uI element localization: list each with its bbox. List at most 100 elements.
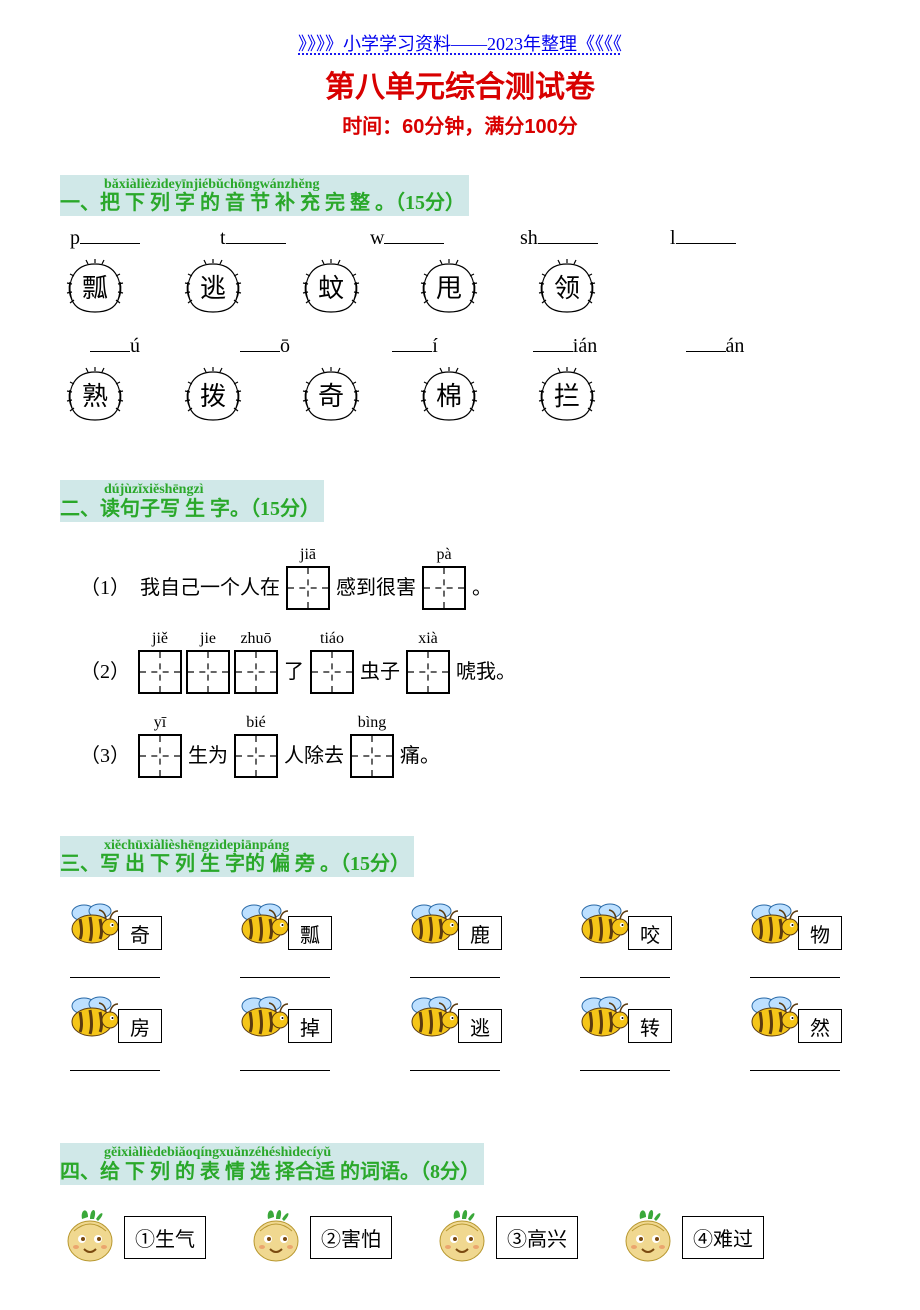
- tianzige-box[interactable]: [234, 650, 278, 694]
- q2-points: （15分）: [250, 498, 320, 520]
- onion-item: ④难过: [618, 1205, 764, 1270]
- blank-line[interactable]: [410, 1055, 500, 1071]
- q1-suffix-cell: ián: [520, 334, 610, 358]
- char-box: 奇: [118, 916, 162, 950]
- q2-sentence: （3）yī生为bié人除去bìng痛。: [80, 714, 860, 778]
- q1-hanzi-text: 一、把 下 列 字 的 音 节 补 充 完 整 。: [60, 192, 395, 214]
- tianzige-box[interactable]: [310, 650, 354, 694]
- tianzige-box[interactable]: [286, 566, 330, 610]
- bee-icon: [740, 990, 802, 1047]
- blank-line[interactable]: [384, 226, 444, 244]
- char-box: 掉: [288, 1009, 332, 1043]
- tianzige-box[interactable]: [350, 734, 394, 778]
- q2-text: 人除去: [284, 739, 344, 778]
- word-box: ③高兴: [496, 1216, 578, 1259]
- q2-hanzi-text: 二、读句子写 生 字。: [60, 498, 250, 520]
- q4-heading: gěixiàlièdebiǎoqíngxuǎnzéhéshìdecíyǔ 四、给…: [60, 1143, 484, 1184]
- onion-icon: [432, 1205, 492, 1270]
- q2-pinyin: dújùzǐxiěshēngzì: [60, 482, 320, 497]
- q1-prefix-cell: w: [370, 226, 460, 250]
- bee-icon: [60, 990, 122, 1047]
- char-box: 逃: [458, 1009, 502, 1043]
- blank-line[interactable]: [580, 962, 670, 978]
- wreath-char: 逃: [178, 256, 248, 316]
- onion-item: ①生气: [60, 1205, 206, 1270]
- q1-row2-chars: 熟 拨 奇 棉: [60, 364, 860, 424]
- q3-pinyin: xiěchūxiàlièshēngzìdepiānpáng: [60, 838, 410, 853]
- char-box: 房: [118, 1009, 162, 1043]
- q2-text: 生为: [188, 739, 228, 778]
- wreath-char: 棉: [414, 364, 484, 424]
- blank-line[interactable]: [410, 962, 500, 978]
- blank-line[interactable]: [80, 226, 140, 244]
- pinyin-label: tiáo: [320, 630, 344, 650]
- bee-item: 咬: [570, 897, 690, 978]
- q2-heading: dújùzǐxiěshēngzì 二、读句子写 生 字。（15分）: [60, 480, 324, 521]
- q2-text: 虫子: [360, 655, 400, 694]
- blank-line[interactable]: [226, 226, 286, 244]
- q3-heading: xiěchūxiàlièshēngzìdepiānpáng 三、写 出 下 列 …: [60, 836, 414, 877]
- tianzige-box[interactable]: [186, 650, 230, 694]
- q2-hanzi: 二、读句子写 生 字。（15分）: [60, 498, 320, 520]
- blank-line[interactable]: [750, 962, 840, 978]
- q3-hanzi-text: 三、写 出 下 列 生 字的 偏 旁 。: [60, 853, 340, 875]
- q4-row: ①生气 ②害怕 ③高兴: [60, 1205, 860, 1270]
- word-box: ④难过: [682, 1216, 764, 1259]
- wreath-char: 甩: [414, 256, 484, 316]
- wreath-char: 拦: [532, 364, 602, 424]
- tianzige-box[interactable]: [138, 650, 182, 694]
- bee-item: 转: [570, 990, 690, 1071]
- tianzige-wrap: bié: [234, 714, 278, 778]
- tianzige-box[interactable]: [234, 734, 278, 778]
- q2-text: 了: [284, 655, 304, 694]
- q1-prefix-cell: t: [220, 226, 310, 250]
- bee-item: 奇: [60, 897, 180, 978]
- page-subtitle: 时间：60分钟，满分100分: [60, 110, 860, 139]
- q1-heading: bǎxiàlièzìdeyīnjiébǔchōngwánzhěng 一、把 下 …: [60, 175, 469, 216]
- char-box: 物: [798, 916, 842, 950]
- blank-line[interactable]: [90, 334, 130, 352]
- wreath-char: 蚊: [296, 256, 366, 316]
- bee-icon: [570, 990, 632, 1047]
- tianzige-wrap: zhuō: [234, 630, 278, 694]
- bee-item: 房: [60, 990, 180, 1071]
- tianzige-box[interactable]: [422, 566, 466, 610]
- blank-line[interactable]: [240, 334, 280, 352]
- blank-line[interactable]: [686, 334, 726, 352]
- q3-hanzi: 三、写 出 下 列 生 字的 偏 旁 。（15分）: [60, 853, 410, 875]
- wreath-char: 瓢: [60, 256, 130, 316]
- tianzige-wrap: jiā: [286, 546, 330, 610]
- q1-row1-chars: 瓢 逃 蚊 甩: [60, 256, 860, 316]
- blank-line[interactable]: [750, 1055, 840, 1071]
- q3-row2: 房 掉 逃: [60, 990, 860, 1071]
- q1-prefix-cell: p: [70, 226, 160, 250]
- bee-item: 然: [740, 990, 860, 1071]
- tianzige-wrap: xià: [406, 630, 450, 694]
- bee-item: 鹿: [400, 897, 520, 978]
- char-box: 转: [628, 1009, 672, 1043]
- q3-points: （15分）: [340, 853, 410, 875]
- q1-points: （15分）: [395, 192, 465, 214]
- q4-hanzi-text: 四、给 下 列 的 表 情 选 择合适 的词语。: [60, 1161, 420, 1183]
- blank-line[interactable]: [240, 962, 330, 978]
- bee-icon: [570, 897, 632, 954]
- blank-line[interactable]: [70, 962, 160, 978]
- blank-line[interactable]: [580, 1055, 670, 1071]
- bee-icon: [740, 897, 802, 954]
- blank-line[interactable]: [240, 1055, 330, 1071]
- q1-suffix-cell: án: [670, 334, 760, 358]
- tianzige-box[interactable]: [406, 650, 450, 694]
- onion-icon: [246, 1205, 306, 1270]
- pinyin-label: zhuō: [240, 630, 271, 650]
- top-banner: 》》》》小学学习资料——2023年整理《《《《: [60, 30, 860, 56]
- blank-line[interactable]: [676, 226, 736, 244]
- blank-line[interactable]: [538, 226, 598, 244]
- tianzige-box[interactable]: [138, 734, 182, 778]
- blank-line[interactable]: [392, 334, 432, 352]
- bee-item: 掉: [230, 990, 350, 1071]
- bee-icon: [230, 990, 292, 1047]
- q2-number: （3）: [80, 739, 130, 778]
- blank-line[interactable]: [70, 1055, 160, 1071]
- pinyin-label: jiě: [152, 630, 168, 650]
- blank-line[interactable]: [533, 334, 573, 352]
